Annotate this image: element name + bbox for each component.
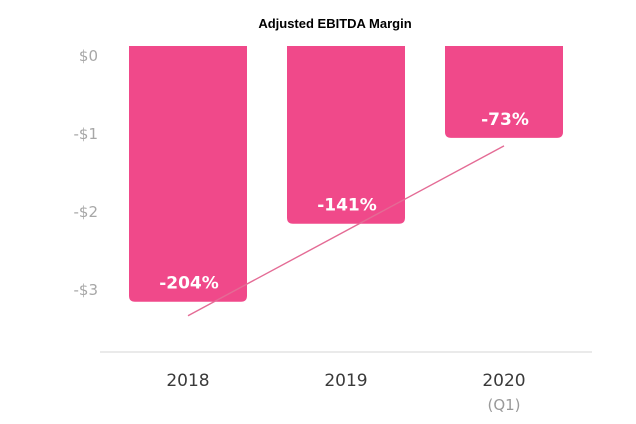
data-label: -73% [481, 110, 529, 130]
x-tick-label: 2018 [166, 371, 209, 391]
y-axis: $0 -$1 -$2 -$3 [74, 47, 99, 299]
trend-line-group [187, 145, 505, 317]
bar-2020 [445, 46, 563, 138]
data-label: -204% [159, 274, 219, 294]
bars [129, 46, 563, 302]
x-axis: 2018 2019 2020 (Q1) [166, 371, 525, 414]
y-tick-label: -$1 [74, 125, 99, 143]
y-tick-label: $0 [79, 47, 98, 65]
y-tick-label: -$3 [74, 281, 99, 299]
x-tick-label: 2019 [324, 371, 367, 391]
x-tick-label: 2020 [482, 371, 525, 391]
trend-line [187, 145, 505, 317]
data-label: -141% [317, 196, 377, 216]
bar-2018 [129, 46, 247, 302]
chart-title: Adjusted EBITDA Margin [258, 16, 411, 31]
x-tick-sublabel: (Q1) [487, 396, 520, 414]
bar-2019 [287, 46, 405, 224]
data-labels: -204% -141% -73% [159, 110, 529, 294]
y-tick-label: -$2 [74, 203, 99, 221]
